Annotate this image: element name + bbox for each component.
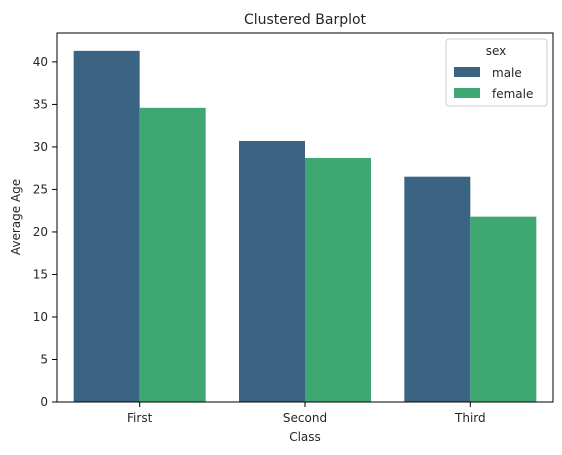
legend-swatch-male <box>454 67 480 77</box>
y-tick-label: 35 <box>33 97 48 111</box>
y-axis-title: Average Age <box>9 179 23 255</box>
y-tick-label: 5 <box>40 352 48 366</box>
x-axis-title: Class <box>289 430 321 444</box>
bar-third-male <box>404 176 471 402</box>
y-tick-label: 10 <box>33 310 48 324</box>
bar-second-female <box>305 157 371 402</box>
x-tick-label-third: Third <box>454 411 486 425</box>
chart-title: Clustered Barplot <box>244 12 367 28</box>
y-tick-label: 40 <box>33 55 48 69</box>
legend-label-female: female <box>492 87 533 101</box>
bar-second-male <box>239 140 305 403</box>
y-tick-label: 30 <box>33 140 48 154</box>
x-tick-label-first: First <box>127 411 153 425</box>
y-tick-label: 20 <box>33 225 48 239</box>
bar-third-female <box>470 216 537 402</box>
y-tick-label: 25 <box>33 182 48 196</box>
y-tick-label: 15 <box>33 267 48 281</box>
bar-first-male <box>73 50 140 403</box>
bars-group <box>73 50 537 403</box>
bar-first-female <box>139 107 206 402</box>
legend-swatch-female <box>454 88 480 98</box>
y-axis: 0 5 10 15 20 25 30 35 40 <box>33 55 57 409</box>
plot-frame <box>56 32 554 403</box>
x-axis: First Second Third <box>127 402 486 425</box>
legend-label-male: male <box>492 66 522 80</box>
legend: sex male female <box>445 38 548 107</box>
y-tick-label: 0 <box>40 395 48 409</box>
x-tick-label-second: Second <box>283 411 327 425</box>
legend-title: sex <box>486 44 507 58</box>
